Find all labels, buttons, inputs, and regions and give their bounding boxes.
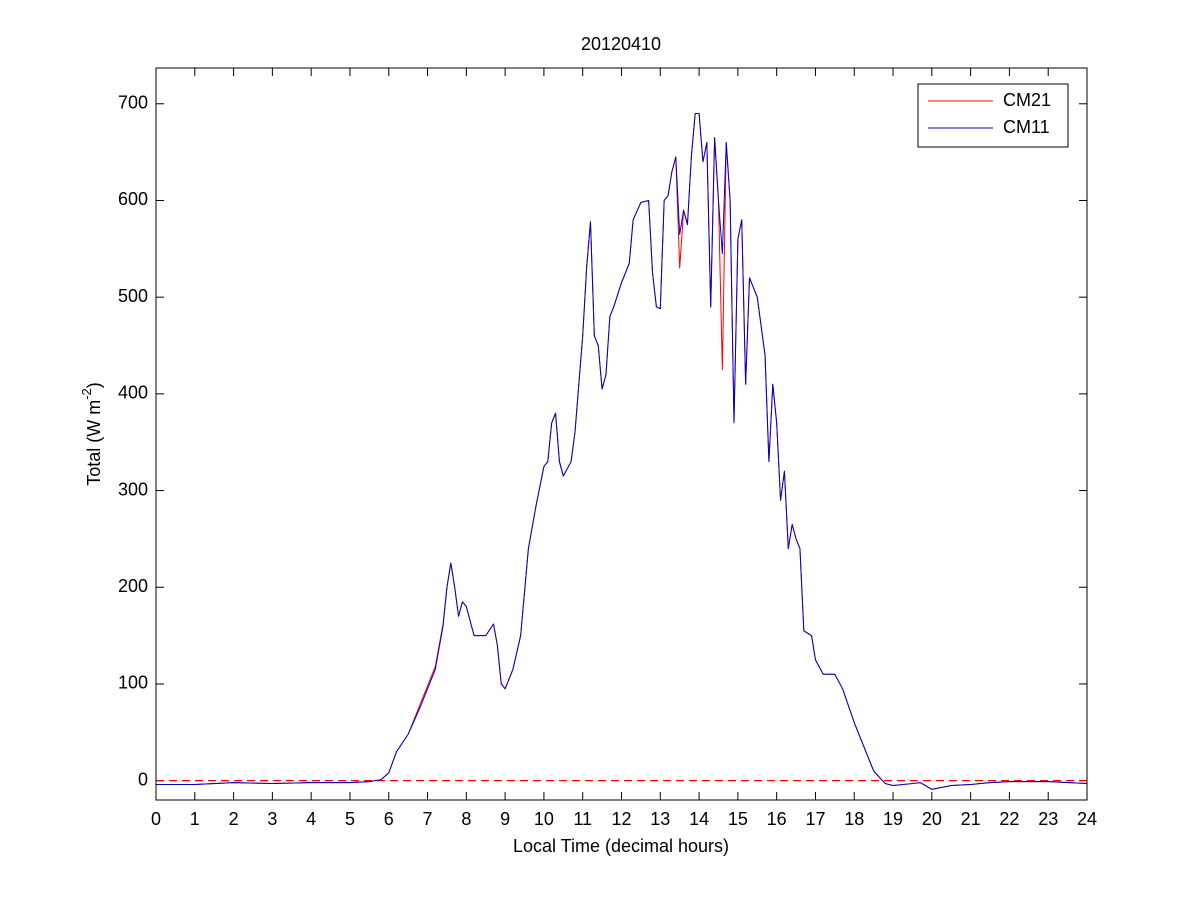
y-tick-label: 100	[118, 673, 148, 693]
x-tick-label: 4	[306, 809, 316, 829]
x-tick-label: 14	[689, 809, 709, 829]
legend-box	[917, 83, 1069, 148]
y-tick-label: 0	[138, 769, 148, 789]
y-axis-label: Total (W m-2)	[79, 382, 103, 486]
x-tick-label: 21	[961, 809, 981, 829]
x-tick-label: 13	[650, 809, 670, 829]
x-tick-label: 10	[534, 809, 554, 829]
x-tick-label: 18	[844, 809, 864, 829]
x-tick-label: 5	[345, 809, 355, 829]
legend-label: CM21	[1003, 90, 1051, 110]
x-tick-label: 8	[461, 809, 471, 829]
x-axis-label: Local Time (decimal hours)	[513, 836, 729, 856]
x-tick-label: 7	[423, 809, 433, 829]
y-label-exponent: -2	[79, 388, 94, 400]
x-tick-label: 9	[500, 809, 510, 829]
legend-label: CM11	[1003, 117, 1050, 137]
x-tick-label: 19	[883, 809, 903, 829]
y-tick-label: 500	[118, 286, 148, 306]
plot-frame	[155, 67, 1088, 801]
x-tick-label: 1	[190, 809, 200, 829]
y-tick-label: 400	[118, 383, 148, 403]
x-tick-label: 2	[229, 809, 239, 829]
x-tick-label: 6	[384, 809, 394, 829]
x-tick-label: 0	[151, 809, 161, 829]
x-tick-label: 15	[728, 809, 748, 829]
x-tick-label: 12	[611, 809, 631, 829]
y-tick-label: 700	[118, 93, 148, 113]
x-tick-label: 22	[999, 809, 1019, 829]
x-tick-label: 16	[767, 809, 787, 829]
y-tick-label: 600	[118, 189, 148, 209]
y-label-main: Total (W m	[84, 400, 104, 486]
x-tick-label: 11	[573, 809, 592, 829]
y-tick-label: 200	[118, 576, 148, 596]
series-line	[156, 112, 1088, 790]
y-label-end: )	[84, 382, 104, 388]
chart-title: 20120410	[581, 34, 661, 54]
x-tick-label: 20	[922, 809, 942, 829]
x-tick-label: 17	[805, 809, 825, 829]
x-tick-label: 23	[1038, 809, 1058, 829]
x-tick-label: 24	[1077, 809, 1097, 829]
y-tick-label: 300	[118, 479, 148, 499]
x-tick-label: 3	[267, 809, 277, 829]
